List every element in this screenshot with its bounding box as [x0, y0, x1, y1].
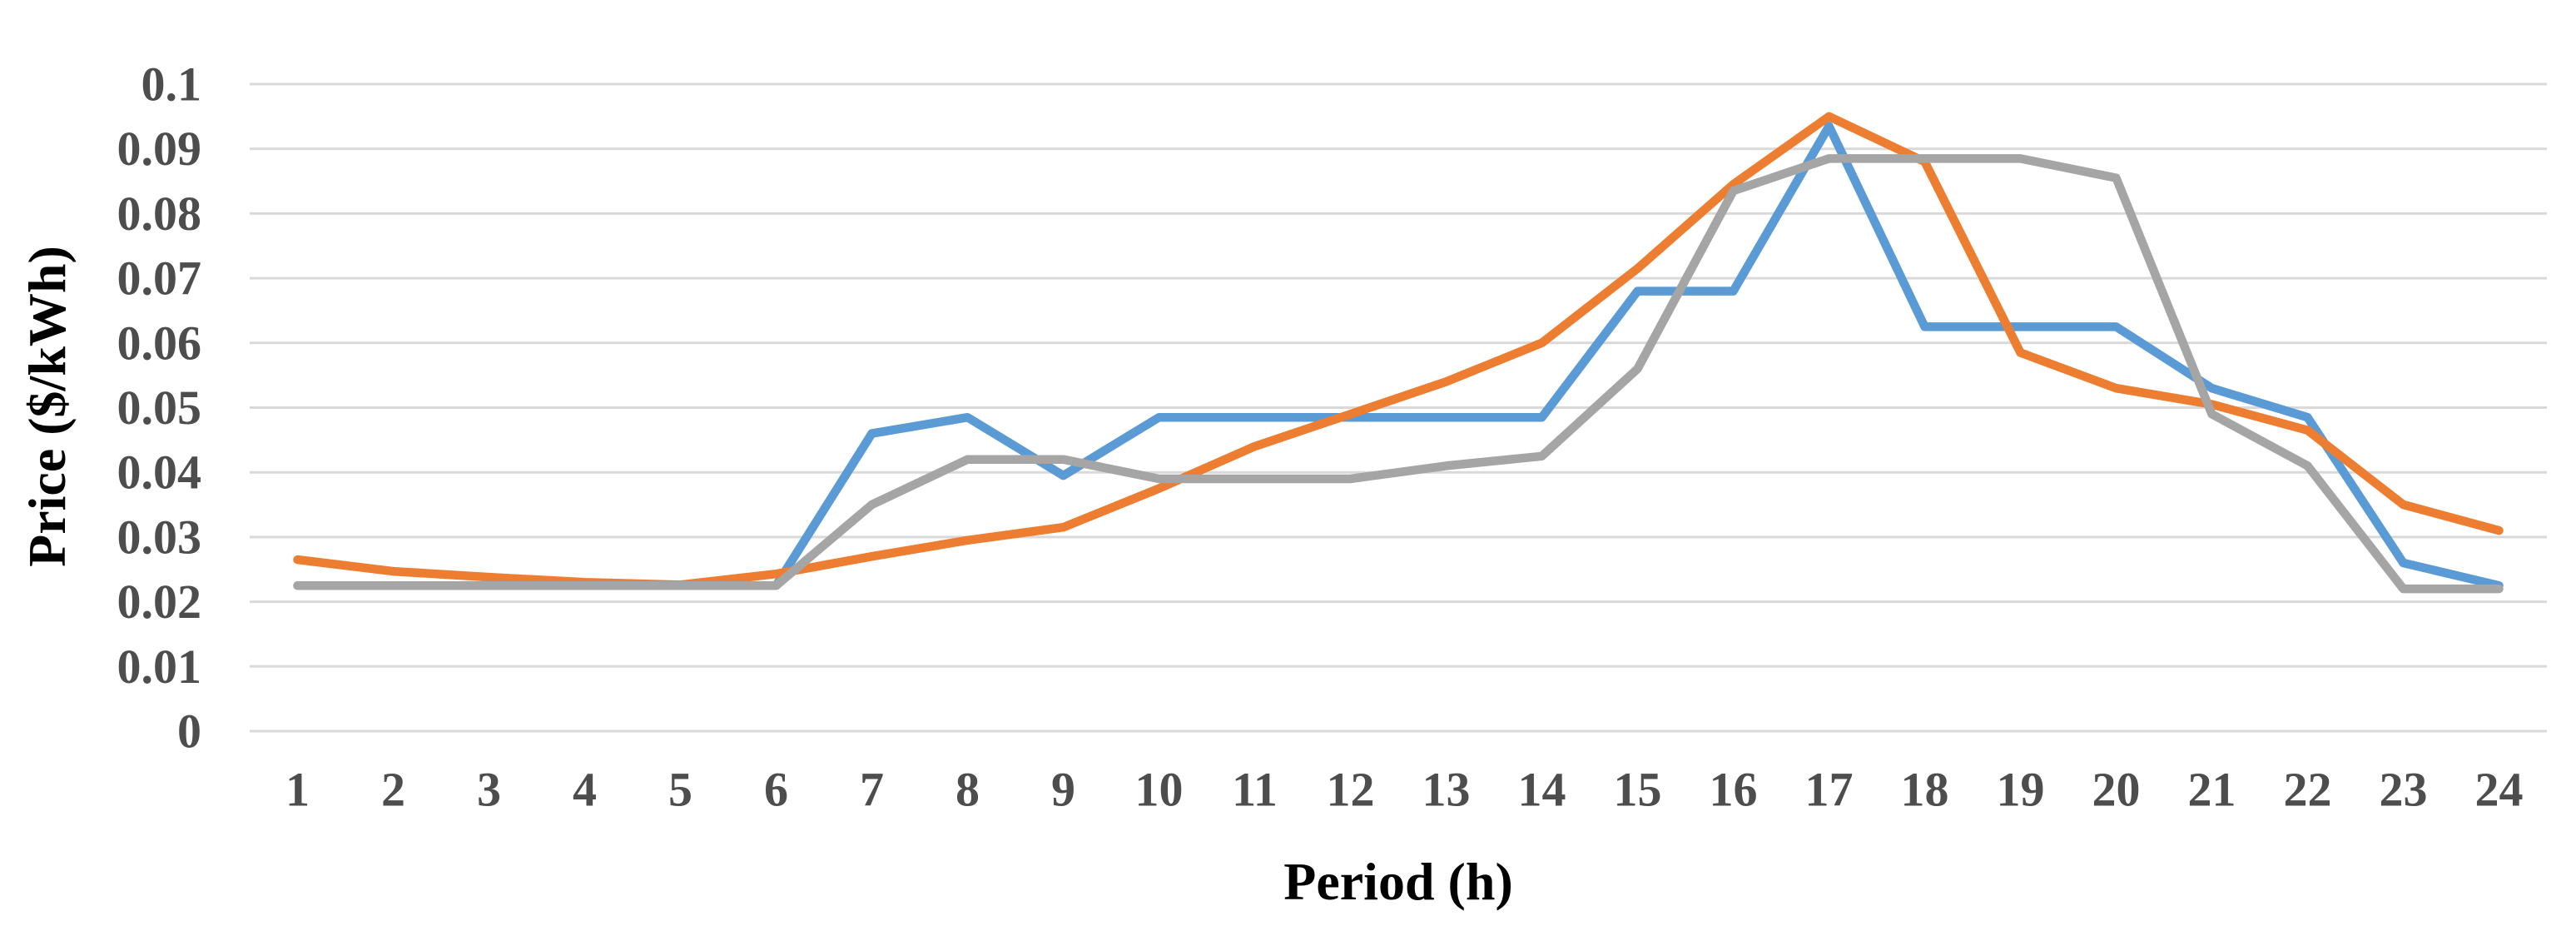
y-axis-title: Price ($/kWh) — [17, 246, 77, 567]
y-tick-label: 0.05 — [117, 381, 202, 435]
x-tick-label: 21 — [2188, 763, 2236, 817]
y-tick-label: 0.09 — [117, 122, 202, 176]
x-tick-label: 23 — [2380, 763, 2428, 817]
x-tick-label: 17 — [1805, 763, 1854, 817]
x-tick-label: 22 — [2284, 763, 2332, 817]
x-tick-label: 2 — [381, 763, 405, 817]
y-tick-label: 0.08 — [117, 187, 202, 241]
y-tick-label: 0.02 — [117, 575, 202, 629]
series-line-blue-series — [293, 122, 2504, 590]
y-tick-label: 0.06 — [117, 316, 202, 370]
x-axis-title: Period (h) — [1283, 852, 1513, 911]
x-tick-label: 20 — [2092, 763, 2141, 817]
x-tick-label: 4 — [573, 763, 597, 817]
x-tick-label: 13 — [1422, 763, 1471, 817]
y-tick-label: 0.07 — [117, 251, 202, 306]
y-tick-label: 0.01 — [117, 640, 202, 694]
y-tick-label: 0.04 — [117, 446, 202, 500]
x-tick-label: 1 — [285, 763, 310, 817]
y-tick-label: 0.1 — [141, 57, 202, 112]
x-tick-label: 7 — [860, 763, 884, 817]
x-tick-label: 3 — [477, 763, 501, 817]
x-tick-label: 10 — [1135, 763, 1184, 817]
x-tick-label: 12 — [1327, 763, 1375, 817]
x-tick-label: 18 — [1901, 763, 1949, 817]
x-tick-label: 15 — [1614, 763, 1662, 817]
x-tick-label: 8 — [955, 763, 980, 817]
series-line-orange-series — [293, 112, 2504, 590]
series-line-gray-series — [293, 154, 2504, 594]
y-tick-label: 0.03 — [117, 510, 202, 564]
x-tick-label: 16 — [1710, 763, 1758, 817]
x-tick-label: 5 — [668, 763, 692, 817]
x-tick-label: 9 — [1051, 763, 1075, 817]
x-tick-label: 14 — [1518, 763, 1566, 817]
x-tick-label: 19 — [1997, 763, 2045, 817]
x-tick-label: 11 — [1232, 763, 1278, 817]
y-tick-label: 0 — [177, 704, 201, 759]
x-tick-label: 24 — [2475, 763, 2524, 817]
x-tick-label: 6 — [764, 763, 788, 817]
